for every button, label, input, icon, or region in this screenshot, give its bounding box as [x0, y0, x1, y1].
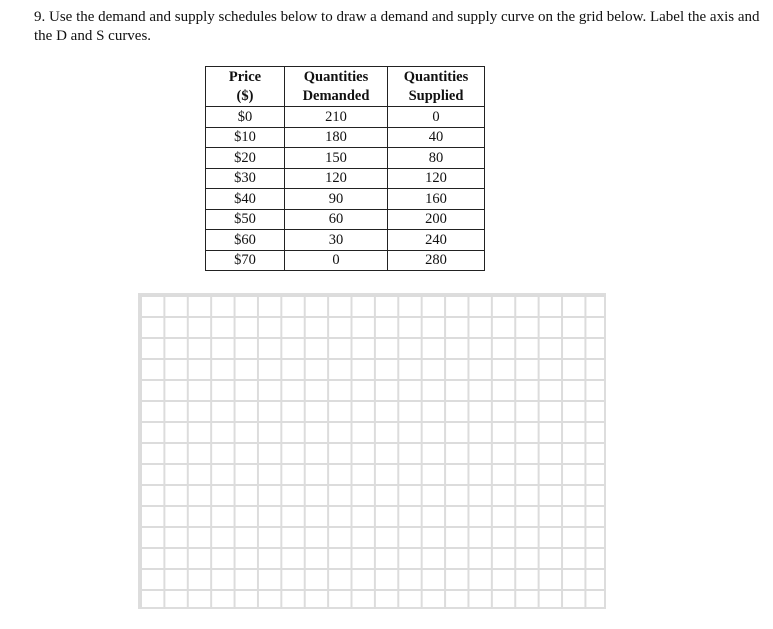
- table-row: $10 180 40: [205, 126, 485, 148]
- quantity-demanded-cell: 150: [284, 147, 388, 169]
- quantity-supplied-cell: 200: [387, 208, 485, 230]
- price-cell: $30: [205, 167, 285, 189]
- price-cell: $60: [205, 229, 285, 251]
- quantity-demanded-cell: 120: [284, 167, 388, 189]
- question-text: 9. Use the demand and supply schedules b…: [34, 9, 760, 44]
- schedule-table: Price ($) Quantities Demanded Quantities Su…: [205, 66, 485, 271]
- quantity-demanded-cell: 60: [284, 208, 388, 230]
- quantity-demanded-cell: 30: [284, 229, 388, 251]
- quantity-demanded-cell: 180: [284, 126, 388, 148]
- quantity-supplied-cell: 120: [387, 167, 485, 189]
- table-row: $30 120 120: [205, 167, 485, 189]
- price-cell: $0: [205, 106, 285, 128]
- table-row: $0 210 0: [205, 106, 485, 128]
- quantity-demanded-cell: 90: [284, 188, 388, 210]
- table-row: $70 0 280: [205, 249, 485, 271]
- price-cell: $20: [205, 147, 285, 169]
- quantity-supplied-cell: 240: [387, 229, 485, 251]
- price-cell: $70: [205, 249, 285, 271]
- graph-grid[interactable]: [138, 293, 606, 609]
- table-row: $40 90 160: [205, 188, 485, 210]
- quantity-supplied-cell: 160: [387, 188, 485, 210]
- header-price: Price ($): [205, 66, 285, 107]
- header-quantity-demanded: Quantities Demanded: [284, 66, 388, 107]
- quantity-demanded-cell: 210: [284, 106, 388, 128]
- quantity-supplied-cell: 40: [387, 126, 485, 148]
- quantity-supplied-cell: 280: [387, 249, 485, 271]
- table-row: $50 60 200: [205, 208, 485, 230]
- header-quantity-supplied: Quantities Supplied: [387, 66, 485, 107]
- table-row: $60 30 240: [205, 229, 485, 251]
- price-cell: $10: [205, 126, 285, 148]
- quantity-supplied-cell: 0: [387, 106, 485, 128]
- price-cell: $40: [205, 188, 285, 210]
- table-header-row: Price ($) Quantities Demanded Quantities Su…: [205, 66, 485, 107]
- quantity-demanded-cell: 0: [284, 249, 388, 271]
- price-cell: $50: [205, 208, 285, 230]
- quantity-supplied-cell: 80: [387, 147, 485, 169]
- table-row: $20 150 80: [205, 147, 485, 169]
